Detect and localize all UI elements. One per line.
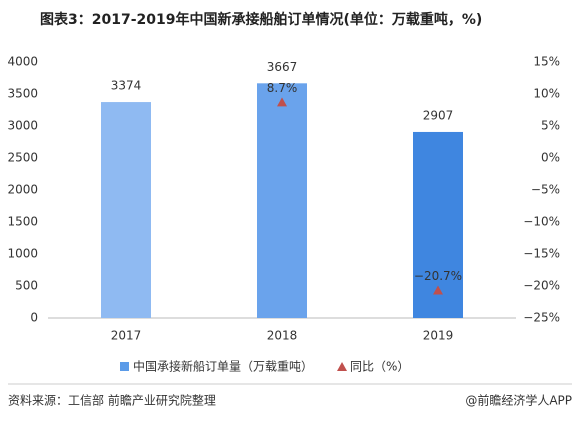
y-tick-label: 3500	[7, 87, 38, 101]
x-tick-label: 2018	[267, 329, 298, 343]
bar	[257, 83, 307, 318]
y-tick-label: 4000	[7, 55, 38, 69]
source: 资料来源：工信部 前瞻产业研究院整理	[8, 393, 216, 408]
data-label: 3667	[267, 60, 298, 74]
y-tick-label: 500	[15, 279, 38, 293]
marker	[433, 285, 443, 295]
legend-label: 同比（%）	[350, 360, 409, 374]
y2-tick-label: 5%	[541, 119, 560, 133]
legend-swatch	[337, 362, 348, 371]
chart-title: 图表3：2017-2019年中国新承接船舶订单情况(单位：万载重吨，%)	[40, 11, 482, 28]
y2-tick-label: −25%	[523, 311, 560, 325]
data-label: 3374	[111, 79, 142, 93]
y-tick-label: 0	[30, 311, 38, 325]
x-tick-label: 2019	[423, 329, 454, 343]
y-tick-label: 2000	[7, 183, 38, 197]
data-label: 8.7%	[267, 81, 298, 95]
y2-tick-label: −5%	[531, 183, 560, 197]
data-label: 2907	[423, 108, 454, 122]
credit: @前瞻经济学人APP	[465, 393, 572, 408]
y-tick-label: 2500	[7, 151, 38, 165]
legend-swatch	[120, 362, 129, 371]
y-tick-label: 3000	[7, 119, 38, 133]
y2-tick-label: 0%	[541, 151, 560, 165]
x-tick-label: 2017	[111, 329, 142, 343]
y-tick-label: 1500	[7, 215, 38, 229]
y2-tick-label: 15%	[533, 55, 560, 69]
y2-tick-label: −15%	[523, 247, 560, 261]
data-label: −20.7%	[414, 269, 462, 283]
y2-tick-label: −10%	[523, 215, 560, 229]
marker	[277, 97, 287, 107]
y2-tick-label: 10%	[533, 87, 560, 101]
legend-label: 中国承接新船订单量（万载重吨）	[133, 359, 313, 374]
y-tick-label: 1000	[7, 247, 38, 261]
bar	[101, 102, 151, 319]
y2-tick-label: −20%	[523, 279, 560, 293]
